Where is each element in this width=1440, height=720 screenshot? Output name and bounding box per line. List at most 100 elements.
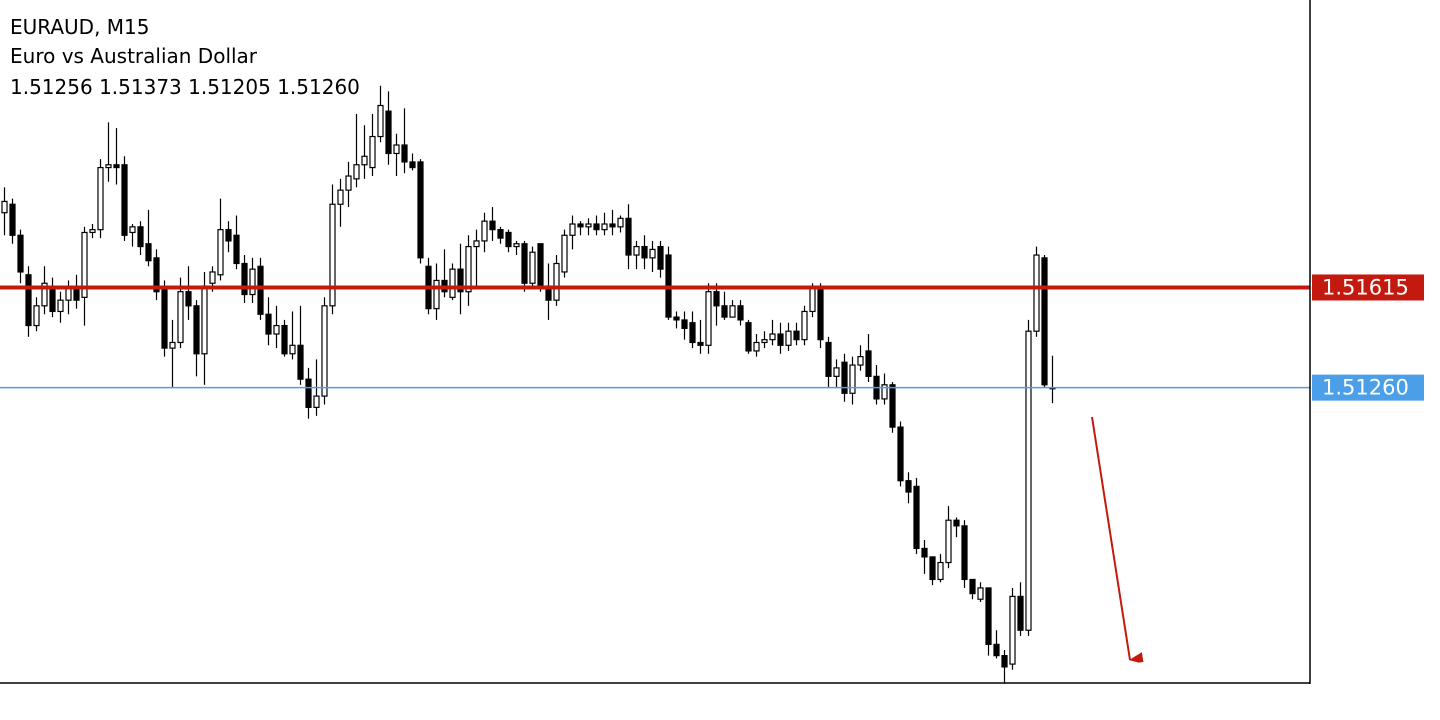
candle-body bbox=[305, 378, 312, 408]
candle-body bbox=[649, 248, 656, 259]
candle-body bbox=[793, 330, 800, 341]
candle-body bbox=[433, 279, 440, 310]
candle-body bbox=[489, 220, 496, 231]
candle-body bbox=[961, 525, 968, 581]
candle-body bbox=[169, 341, 176, 349]
candle-body bbox=[609, 223, 616, 228]
candle-body bbox=[761, 339, 768, 344]
candle-body bbox=[273, 324, 280, 335]
candle-body bbox=[345, 175, 352, 191]
price-level-tag bbox=[1312, 274, 1424, 301]
candle-body bbox=[721, 305, 728, 318]
candle-body bbox=[577, 223, 584, 228]
candle-body bbox=[937, 561, 944, 581]
candle-body bbox=[41, 282, 48, 307]
candle-body bbox=[97, 166, 104, 231]
candle-body bbox=[145, 243, 152, 262]
candle-body bbox=[81, 231, 88, 298]
symbol-description: Euro vs Australian Dollar bbox=[10, 44, 258, 68]
candle-body bbox=[33, 305, 40, 327]
candle-body bbox=[9, 203, 16, 236]
candle-body bbox=[865, 350, 872, 377]
candle-body bbox=[177, 291, 184, 344]
candle-body bbox=[801, 310, 808, 341]
candle-body bbox=[281, 324, 288, 355]
candle-body bbox=[825, 341, 832, 377]
candle-body bbox=[713, 291, 720, 307]
candle-body bbox=[505, 231, 512, 248]
candle-body bbox=[617, 217, 624, 228]
candle-body bbox=[481, 220, 488, 242]
candle-body bbox=[897, 426, 904, 482]
candle-body bbox=[841, 361, 848, 394]
candle-body bbox=[745, 322, 752, 352]
candle-body bbox=[697, 341, 704, 346]
candle-body bbox=[1025, 330, 1032, 631]
candle-body bbox=[625, 217, 632, 256]
candle-body bbox=[257, 265, 264, 315]
candle-body bbox=[201, 285, 208, 355]
candle-body bbox=[185, 291, 192, 307]
candle-body bbox=[769, 333, 776, 341]
candle-body bbox=[569, 223, 576, 236]
candle-body bbox=[513, 243, 520, 248]
candle-body bbox=[1041, 257, 1048, 386]
candle-body bbox=[337, 189, 344, 205]
candle-body bbox=[921, 547, 928, 558]
trend-arrow bbox=[1091, 416, 1130, 660]
candle-body bbox=[377, 104, 384, 138]
candle-body bbox=[601, 223, 608, 231]
candle-body bbox=[297, 344, 304, 380]
candle-body bbox=[25, 274, 32, 327]
candle-body bbox=[129, 226, 136, 234]
candle-body bbox=[161, 288, 168, 349]
candle-body bbox=[289, 344, 296, 355]
candle-body bbox=[681, 319, 688, 329]
candle-body bbox=[49, 288, 56, 313]
candle-body bbox=[809, 288, 816, 313]
candle-body bbox=[369, 135, 376, 169]
candle-body bbox=[497, 229, 504, 239]
candle-body bbox=[657, 245, 664, 270]
candle-body bbox=[553, 262, 560, 301]
candle-body bbox=[1009, 595, 1016, 665]
candle-body bbox=[985, 587, 992, 645]
candle-body bbox=[537, 243, 544, 287]
candle-body bbox=[673, 316, 680, 321]
candle-body bbox=[785, 330, 792, 346]
candle-body bbox=[265, 313, 272, 335]
candle-body bbox=[737, 305, 744, 321]
candle-body bbox=[1, 200, 8, 214]
candle-body bbox=[89, 229, 96, 234]
candle-body bbox=[321, 305, 328, 397]
ohlc-readout: 1.51256 1.51373 1.51205 1.51260 bbox=[10, 75, 360, 99]
candle-body bbox=[641, 245, 648, 259]
candle-body bbox=[817, 288, 824, 341]
candle-body bbox=[585, 223, 592, 228]
candle-body bbox=[833, 367, 840, 377]
candle-body bbox=[353, 164, 360, 180]
candle-body bbox=[849, 364, 856, 394]
candle-body bbox=[449, 268, 456, 298]
candle-body bbox=[113, 164, 120, 169]
symbol-title: EURAUD, M15 bbox=[10, 15, 150, 39]
candle-body bbox=[777, 333, 784, 346]
candle-body bbox=[329, 203, 336, 307]
candle-body bbox=[1017, 595, 1024, 631]
candle-body bbox=[857, 355, 864, 366]
candle-body bbox=[633, 245, 640, 256]
candle-body bbox=[993, 643, 1000, 657]
candle-body bbox=[729, 305, 736, 318]
candle-body bbox=[249, 268, 256, 296]
candle-body bbox=[977, 587, 984, 600]
candle-body bbox=[217, 229, 224, 276]
candle-body bbox=[153, 257, 160, 293]
candle-body bbox=[913, 485, 920, 550]
candle-body bbox=[953, 519, 960, 527]
candle-body bbox=[521, 243, 528, 284]
candle-body bbox=[393, 144, 400, 155]
price-level-label: 1.51615 bbox=[1322, 275, 1409, 299]
price-level-tag bbox=[1312, 374, 1424, 401]
candle-body bbox=[409, 161, 416, 169]
